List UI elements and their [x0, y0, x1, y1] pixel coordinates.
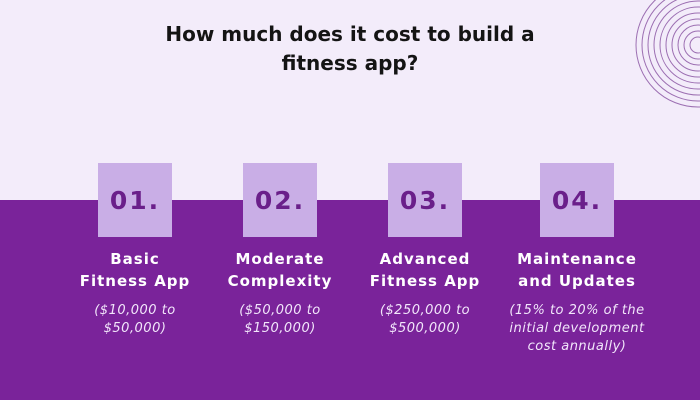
concentric-circles-decoration	[635, 0, 700, 108]
tier-cost-line: $50,000)	[103, 321, 167, 336]
tier-heading-line: Moderate	[235, 250, 325, 268]
tier-number-badge: 03.	[388, 163, 462, 237]
tier-card-basic: 01. Basic Fitness App ($10,000 to $50,00…	[50, 160, 220, 338]
tier-cost: ($250,000 to $500,000)	[340, 302, 510, 338]
tier-heading: Advanced Fitness App	[340, 248, 510, 292]
tier-number-badge: 04.	[540, 163, 614, 237]
tier-cost: ($10,000 to $50,000)	[50, 302, 220, 338]
tier-heading-line: Fitness App	[369, 272, 481, 290]
tier-number-badge: 01.	[98, 163, 172, 237]
tier-cost-line: cost annually)	[527, 339, 627, 354]
tier-cost-line: ($50,000 to	[239, 303, 321, 318]
tier-cost-line: ($10,000 to	[94, 303, 176, 318]
tier-heading-line: Complexity	[227, 272, 333, 290]
tier-cost: (15% to 20% of the initial development c…	[492, 302, 662, 356]
tier-card-advanced: 03. Advanced Fitness App ($250,000 to $5…	[340, 160, 510, 338]
tier-number-badge: 02.	[243, 163, 317, 237]
tier-heading: Basic Fitness App	[50, 248, 220, 292]
tier-cost: ($50,000 to $150,000)	[195, 302, 365, 338]
tier-heading: Moderate Complexity	[195, 248, 365, 292]
tier-heading-line: Maintenance	[517, 250, 637, 268]
title-line-1: How much does it cost to build a	[165, 22, 535, 46]
page-title: How much does it cost to build a fitness…	[100, 20, 600, 78]
tier-cost-line: initial development	[509, 321, 645, 336]
tier-cost-line: $500,000)	[389, 321, 461, 336]
tier-cost-line: (15% to 20% of the	[509, 303, 645, 318]
title-line-2: fitness app?	[281, 51, 419, 75]
tier-cost-line: $150,000)	[244, 321, 316, 336]
tier-heading-line: Basic	[110, 250, 160, 268]
tier-heading-line: Fitness App	[79, 272, 191, 290]
tier-heading-line: and Updates	[518, 272, 636, 290]
tier-heading: Maintenance and Updates	[492, 248, 662, 292]
tier-cost-line: ($250,000 to	[379, 303, 471, 318]
tier-heading-line: Advanced	[379, 250, 471, 268]
tier-card-moderate: 02. Moderate Complexity ($50,000 to $150…	[195, 160, 365, 338]
tier-card-maintenance: 04. Maintenance and Updates (15% to 20% …	[492, 160, 662, 356]
